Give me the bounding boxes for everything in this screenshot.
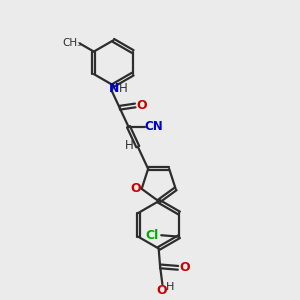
Text: N: N <box>109 82 119 95</box>
Text: H: H <box>119 82 128 95</box>
Text: O: O <box>157 284 167 297</box>
Text: O: O <box>179 261 190 274</box>
Text: CH₃: CH₃ <box>62 38 82 48</box>
Text: CN: CN <box>144 120 163 133</box>
Text: H: H <box>166 282 175 292</box>
Text: H: H <box>125 139 134 152</box>
Text: O: O <box>130 182 141 195</box>
Text: Cl: Cl <box>145 229 158 242</box>
Text: O: O <box>136 99 147 112</box>
